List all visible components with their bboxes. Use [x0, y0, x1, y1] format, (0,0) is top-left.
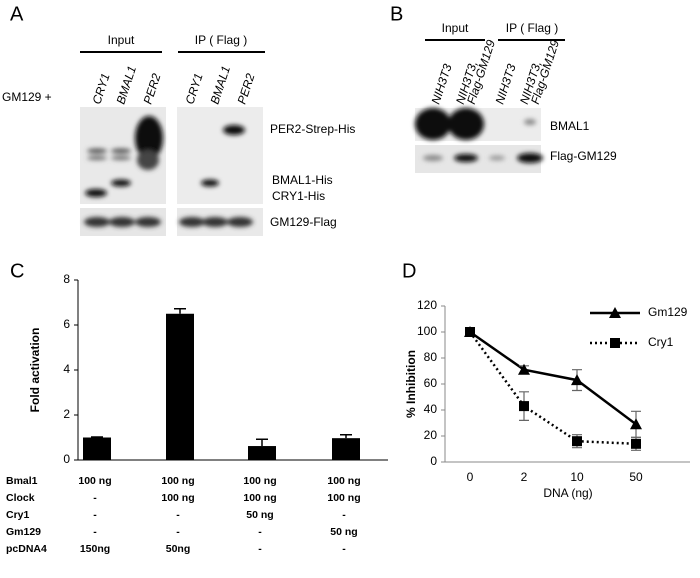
y-tick-label: 20 — [424, 428, 438, 442]
legend-marker — [610, 338, 620, 348]
table-cell: - — [176, 509, 180, 521]
marker — [631, 438, 641, 449]
group-label: IP ( Flag ) — [506, 21, 558, 35]
table-cell: 50 ng — [330, 526, 357, 538]
group-label: IP ( Flag ) — [195, 33, 247, 47]
band-label: BMAL1-His — [272, 173, 333, 187]
series-line — [469, 330, 637, 426]
band-label: BMAL1 — [550, 119, 590, 133]
bar — [166, 313, 194, 460]
table-cell: 100 ng — [78, 475, 111, 487]
group-label: Input — [108, 33, 135, 47]
table-cell: 50 ng — [246, 509, 273, 521]
band-label: GM129-Flag — [270, 215, 337, 229]
y-tick-label: 40 — [424, 402, 438, 416]
y-axis-title: % Inhibition — [404, 350, 418, 418]
x-axis-title: DNA (ng) — [543, 486, 592, 500]
row-label: Gm129 — [6, 526, 41, 538]
table-cell: 50ng — [166, 543, 191, 555]
legend-marker — [609, 307, 621, 318]
error-bar — [340, 434, 352, 439]
y-tick-label: 0 — [430, 454, 437, 468]
panel-label: B — [390, 3, 403, 25]
panel-label: D — [402, 260, 416, 282]
table-cell: - — [93, 492, 97, 504]
x-tick-label: 10 — [570, 470, 584, 484]
marker — [572, 436, 582, 447]
prefix-label: GM129 + — [2, 90, 52, 104]
series-line — [468, 331, 637, 446]
table-cell: - — [176, 526, 180, 538]
error-bar — [174, 308, 186, 314]
marker — [519, 401, 529, 412]
lane-label: PER2 — [235, 71, 258, 105]
table-cell: 100 ng — [161, 492, 194, 504]
lane-label: NIH3T3 — [429, 62, 455, 106]
table-cell: 100 ng — [161, 475, 194, 487]
lane-label: PER2 — [141, 71, 164, 105]
y-tick-label: 4 — [63, 362, 70, 376]
row-label: Bmal1 — [6, 475, 38, 487]
lane-label: CRY1 — [183, 72, 206, 106]
x-tick-label: 2 — [521, 470, 528, 484]
panel-label: A — [10, 3, 24, 25]
blot-a — [80, 51, 265, 236]
lane-label: CRY1 — [90, 72, 113, 106]
row-label: pcDNA4 — [6, 543, 47, 555]
y-tick-label: 80 — [424, 350, 438, 364]
legend-label: Cry1 — [648, 335, 674, 349]
table-cell: - — [93, 526, 97, 538]
error-bar — [256, 438, 268, 447]
x-tick-label: 0 — [467, 470, 474, 484]
table-cell: 100 ng — [243, 475, 276, 487]
bar — [248, 446, 276, 460]
y-axis-title: Fold activation — [28, 328, 42, 413]
y-tick-label: 100 — [417, 324, 437, 338]
marker — [465, 327, 475, 337]
y-tick-label: 60 — [424, 376, 438, 390]
table-cell: - — [342, 509, 346, 521]
lane-label: NIH3T3 — [493, 62, 519, 106]
bar — [332, 438, 360, 460]
group-label: Input — [442, 21, 469, 35]
legend-label: Gm129 — [648, 305, 688, 319]
marker — [518, 363, 530, 375]
y-tick-label: 0 — [63, 452, 70, 466]
y-tick-label: 120 — [417, 298, 437, 312]
x-tick-label: 50 — [629, 470, 643, 484]
row-label: Cry1 — [6, 509, 30, 521]
table-cell: 100 ng — [327, 492, 360, 504]
table-cell: 150ng — [80, 543, 110, 555]
table-cell: 100 ng — [243, 492, 276, 504]
band-label: Flag-GM129 — [550, 149, 617, 163]
panel-label: C — [10, 260, 24, 282]
y-tick-label: 2 — [63, 407, 70, 421]
row-label: Clock — [6, 492, 35, 504]
bar — [83, 437, 111, 460]
table-cell: - — [258, 543, 262, 555]
table-cell: - — [258, 526, 262, 538]
marker — [571, 374, 583, 386]
y-tick-label: 8 — [63, 272, 70, 286]
table-cell: - — [93, 509, 97, 521]
band-label: CRY1-His — [272, 189, 325, 203]
lane-label: BMAL1 — [114, 64, 139, 106]
y-tick-label: 6 — [63, 317, 70, 331]
marker — [630, 418, 642, 430]
band-label: PER2-Strep-His — [270, 122, 355, 136]
lane-label: BMAL1 — [208, 64, 233, 106]
table-cell: - — [342, 543, 346, 555]
table-cell: 100 ng — [327, 475, 360, 487]
blot-b — [415, 39, 565, 173]
